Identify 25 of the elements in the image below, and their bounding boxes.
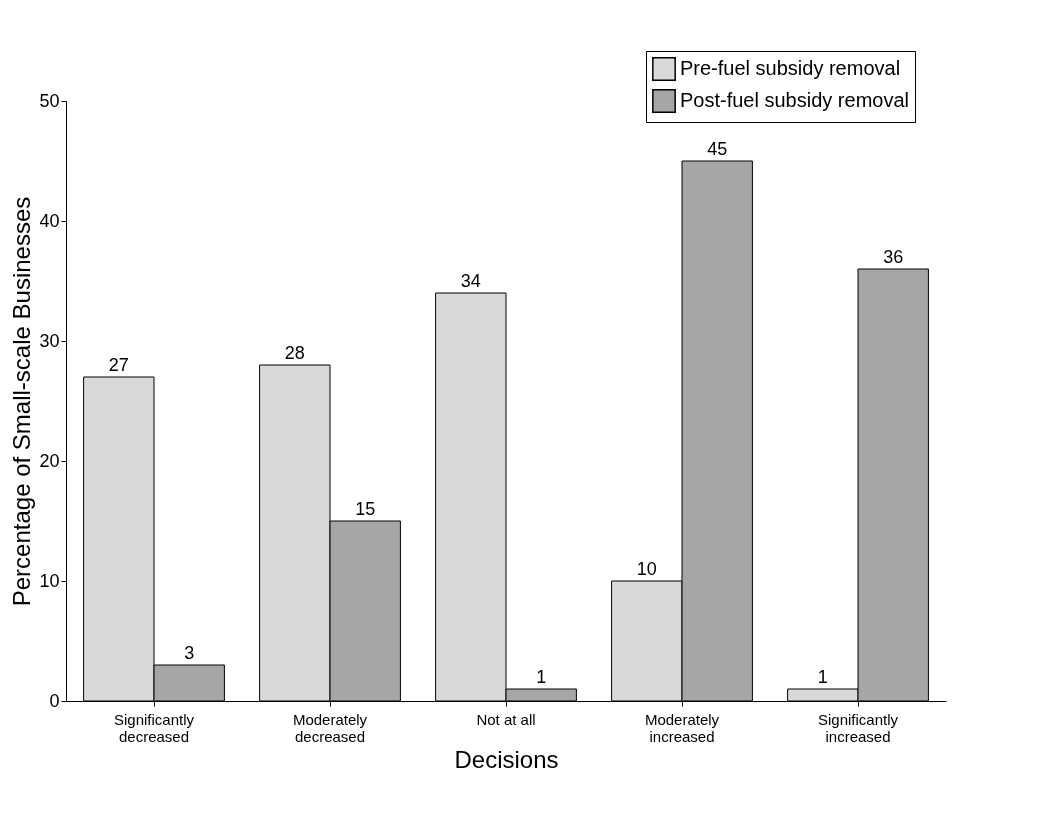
data-label: 3: [184, 643, 195, 663]
y-tick-label: 50: [39, 90, 60, 111]
data-label: 1: [536, 667, 547, 687]
y-tick-label: 30: [39, 330, 60, 351]
x-tick-label: Moderately decreased: [292, 710, 368, 745]
data-label: 10: [636, 559, 657, 579]
x-tick-label: Not at all: [476, 710, 536, 728]
data-label: 28: [284, 343, 305, 363]
data-label: 1: [817, 667, 828, 687]
legend-label: Pre-fuel subsidy removal: [680, 57, 901, 79]
data-label: 27: [108, 355, 129, 375]
y-tick-label: 40: [39, 210, 60, 231]
x-tick-label: Significantly increased: [817, 710, 899, 745]
x-tick-label: Moderately increased: [644, 710, 720, 745]
data-label: 34: [460, 271, 481, 291]
y-tick-label: 10: [39, 570, 60, 591]
x-axis-title: Decisions: [454, 745, 559, 773]
x-tick-label: Significantly decreased: [113, 710, 195, 745]
data-label: 15: [355, 499, 376, 519]
y-tick-label: 20: [39, 450, 60, 471]
legend-label: Post-fuel subsidy removal: [680, 89, 909, 111]
data-label: 36: [883, 247, 904, 267]
y-axis-title: Percentage of Small-scale Businesses: [8, 196, 36, 607]
data-label: 45: [707, 139, 728, 159]
y-tick-label: 0: [49, 690, 60, 711]
